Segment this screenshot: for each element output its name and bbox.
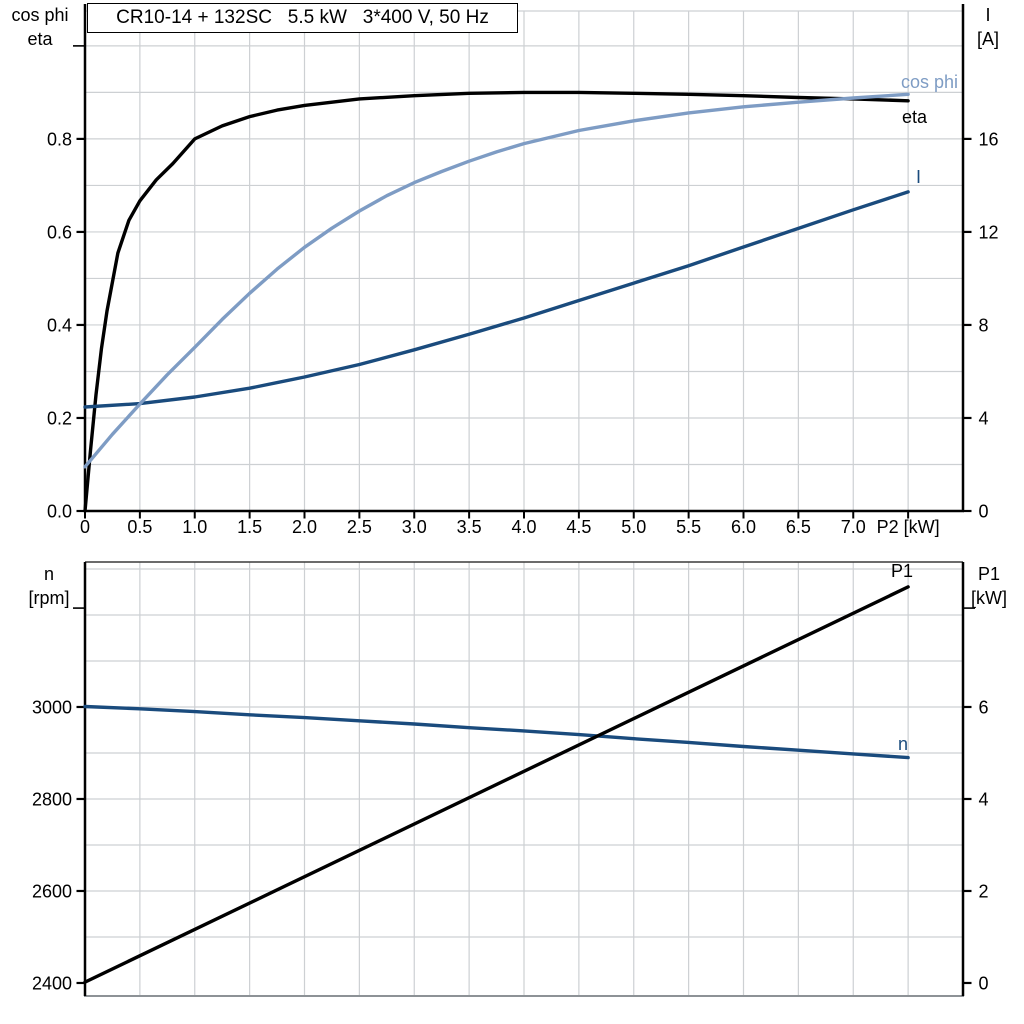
cos-phi-curve-label: cos phi xyxy=(900,72,958,92)
chart-title: CR10-14 + 132SC 5.5 kW 3*400 V, 50 Hz xyxy=(116,7,489,28)
left-tick-label: 2600 xyxy=(32,881,72,901)
x-tick-label: 5.5 xyxy=(676,517,701,537)
right-tick-label: 4 xyxy=(979,408,989,428)
p1-curve-label: P1 xyxy=(891,561,914,581)
current-curve-label: I xyxy=(916,167,922,187)
left-tick-label: 2800 xyxy=(32,789,72,809)
left-tick-label: 2400 xyxy=(32,973,72,993)
speed-curve-label: n xyxy=(898,734,909,754)
x-tick-label: 0.5 xyxy=(127,517,152,537)
left-tick-label: 0.2 xyxy=(47,408,72,428)
x-tick-label: 6.0 xyxy=(731,517,756,537)
right-tick-label: 0 xyxy=(979,973,989,993)
right-tick-label: 2 xyxy=(979,881,989,901)
eta-curve xyxy=(83,90,910,513)
left-tick-label: 3000 xyxy=(32,697,72,717)
left-tick-label: 0.6 xyxy=(47,222,72,242)
i-curve xyxy=(83,190,910,409)
p1-curve xyxy=(83,585,910,984)
right-tick-label: 6 xyxy=(979,697,989,717)
x-tick-label: 2.5 xyxy=(347,517,372,537)
right-tick-label: 4 xyxy=(979,789,989,809)
speed-axis-header: n xyxy=(43,564,54,584)
current-axis-header: I xyxy=(985,5,991,25)
right-tick-label: 8 xyxy=(979,315,989,335)
cos-phi-axis-header: cos phi xyxy=(11,5,69,25)
speed-unit-label: [rpm] xyxy=(28,588,70,608)
x-tick-label: 1.5 xyxy=(237,517,262,537)
eta-axis-header: eta xyxy=(27,29,53,49)
x-tick-label: 7.0 xyxy=(841,517,866,537)
cos-phi-curve xyxy=(83,92,910,469)
p1-unit-label: [kW] xyxy=(971,588,1007,608)
right-tick-label: 12 xyxy=(979,222,999,242)
chart-title-box: CR10-14 + 132SC 5.5 kW 3*400 V, 50 Hz xyxy=(87,3,518,33)
x-tick-label: 5.0 xyxy=(621,517,646,537)
x-axis-title: P2 [kW] xyxy=(877,517,940,537)
current-unit-label: [A] xyxy=(976,29,999,49)
n-curve xyxy=(83,704,910,760)
p1-axis-header: P1 xyxy=(977,564,1001,584)
top-right-axis-header: I [A] xyxy=(964,3,1012,51)
bottom-right-axis-header: P1 [kW] xyxy=(961,562,1017,610)
x-tick-label: 4.5 xyxy=(566,517,591,537)
left-tick-label: 0.4 xyxy=(47,315,72,335)
left-tick-label: 0.0 xyxy=(47,502,72,522)
x-tick-label: 1.0 xyxy=(182,517,207,537)
right-tick-label: 0 xyxy=(979,502,989,522)
eta-curve-label: eta xyxy=(902,107,928,127)
x-tick-label: 0 xyxy=(80,517,90,537)
left-tick-label: 0.8 xyxy=(47,129,72,149)
top-left-axis-header: cos phi eta xyxy=(2,3,78,51)
x-tick-label: 3.0 xyxy=(402,517,427,537)
x-tick-label: 4.0 xyxy=(511,517,536,537)
x-tick-label: 6.5 xyxy=(786,517,811,537)
x-tick-label: 3.5 xyxy=(457,517,482,537)
right-tick-label: 16 xyxy=(979,129,999,149)
bottom-left-axis-header: n [rpm] xyxy=(18,562,80,610)
x-tick-label: 2.0 xyxy=(292,517,317,537)
